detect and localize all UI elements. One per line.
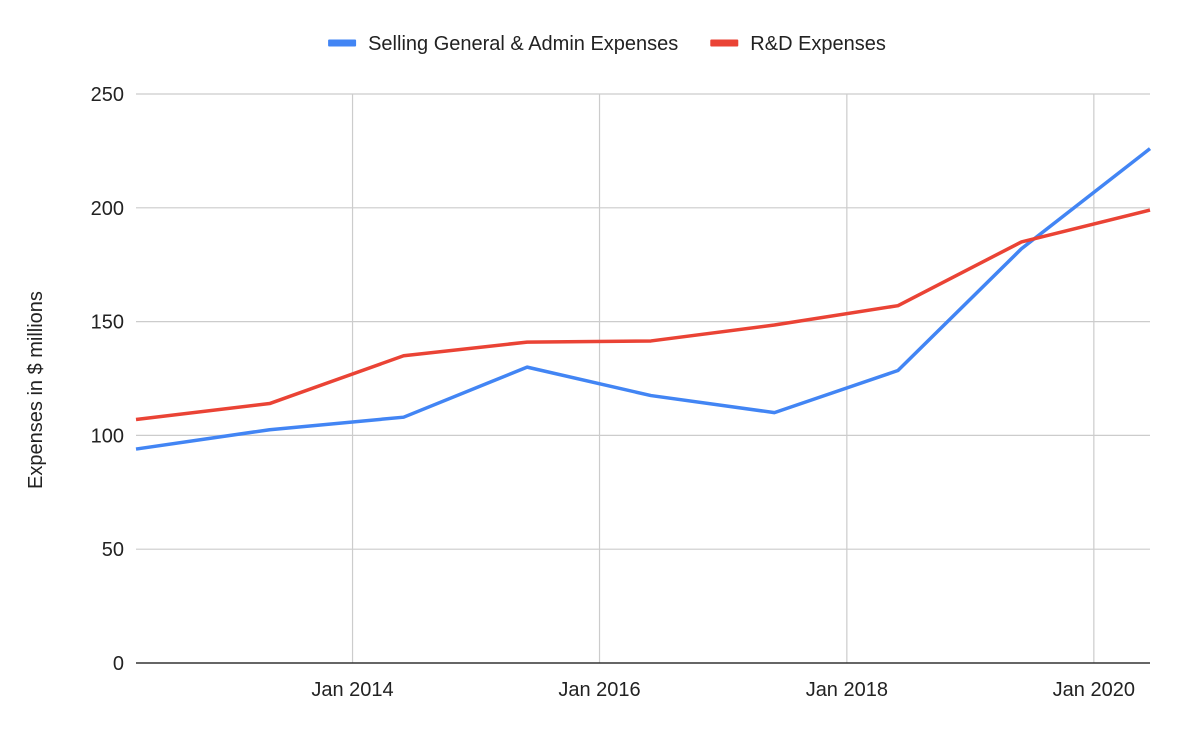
data-point [134,417,138,421]
legend: Selling General & Admin Expenses R&D Expe… [328,33,886,55]
data-point [268,428,272,432]
legend-label: R&D Expenses [750,33,886,55]
data-point [525,365,529,369]
data-point [402,354,406,358]
x-tick-label: Jan 2018 [806,679,888,701]
data-point [402,415,406,419]
series-line-1 [135,208,1151,422]
data-point [649,394,653,398]
y-tick-label: 0 [113,653,124,675]
data-point [649,339,653,343]
data-point [268,402,272,406]
data-point [134,447,138,451]
data-point [1148,147,1152,151]
data-point [1019,247,1023,251]
legend-swatch [328,39,357,47]
y-tick-label: 150 [91,312,124,334]
x-tick-label: Jan 2020 [1053,679,1135,701]
data-point [1148,208,1152,212]
grid-lines [136,93,1150,663]
y-axis-title: Expenses in $ millions [25,291,47,489]
legend-label: Selling General & Admin Expenses [368,33,678,55]
x-tick-label: Jan 2016 [558,679,640,701]
series-lines [134,147,1152,451]
legend-swatch [710,39,739,47]
y-tick-label: 250 [91,84,124,106]
data-point [772,411,776,415]
data-point [1019,240,1023,244]
axes: 0 50 100 150 200 250 Jan 2014 Jan 2016 Jan 2018 J… [91,84,1150,701]
data-point [896,304,900,308]
data-point [525,340,529,344]
data-point [772,323,776,327]
y-tick-label: 100 [91,425,124,447]
data-point [896,369,900,373]
series-line-0 [135,147,1152,451]
y-tick-label: 50 [102,539,124,561]
y-tick-label: 200 [91,198,124,220]
x-tick-label: Jan 2014 [311,679,393,701]
